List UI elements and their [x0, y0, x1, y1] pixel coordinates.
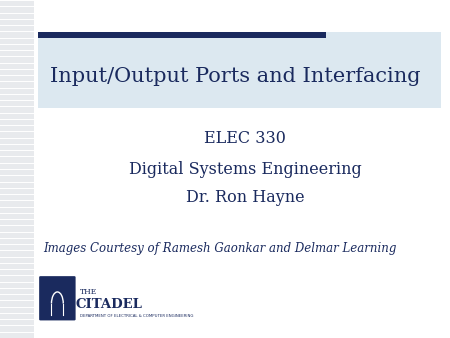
- Bar: [0, 0, 34, 338]
- FancyBboxPatch shape: [39, 276, 76, 320]
- Text: DEPARTMENT OF ELECTRICAL & COMPUTER ENGINEERING: DEPARTMENT OF ELECTRICAL & COMPUTER ENGI…: [80, 314, 194, 318]
- Text: CITADEL: CITADEL: [76, 298, 143, 311]
- Text: Dr. Ron Hayne: Dr. Ron Hayne: [186, 189, 305, 206]
- Text: THE: THE: [80, 288, 97, 296]
- Text: Input/Output Ports and Interfacing: Input/Output Ports and Interfacing: [50, 67, 420, 86]
- Bar: [38, 32, 441, 108]
- Text: Digital Systems Engineering: Digital Systems Engineering: [129, 161, 362, 177]
- Text: Images Courtesy of Ramesh Gaonkar and Delmar Learning: Images Courtesy of Ramesh Gaonkar and De…: [43, 242, 396, 255]
- Text: ELEC 330: ELEC 330: [204, 130, 286, 147]
- Bar: [38, 32, 326, 38]
